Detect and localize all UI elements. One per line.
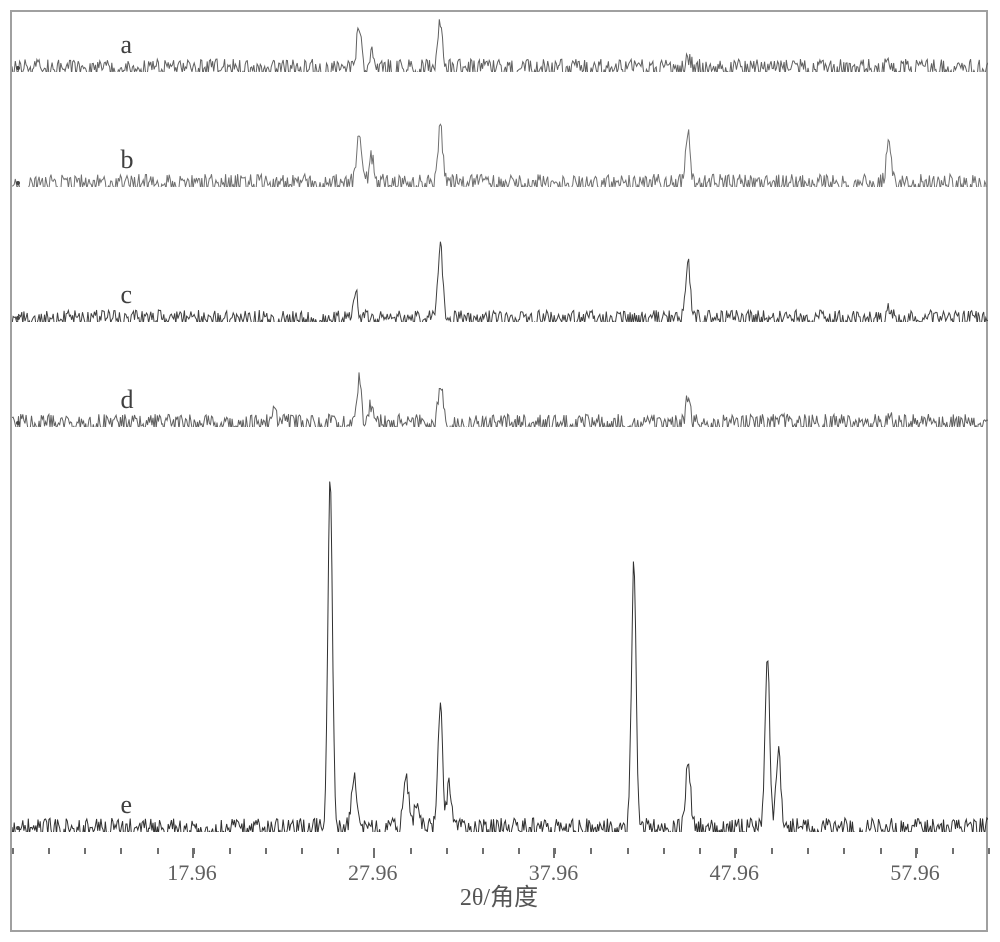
x-tick-major — [373, 848, 375, 858]
trace-baseline-dot — [16, 66, 20, 70]
x-axis: 17.9627.9637.9647.9657.96 — [12, 848, 988, 850]
trace-c — [12, 222, 988, 322]
x-tick-minor — [699, 848, 701, 854]
x-tick-minor — [157, 848, 159, 854]
x-tick-minor — [446, 848, 448, 854]
x-tick-label: 27.96 — [348, 860, 398, 886]
x-tick-minor — [301, 848, 303, 854]
trace-a — [12, 2, 988, 72]
x-tick-minor — [48, 848, 50, 854]
x-tick-major — [553, 848, 555, 858]
x-tick-major — [734, 848, 736, 858]
trace-label-a: a — [120, 30, 132, 60]
x-tick-minor — [265, 848, 267, 854]
trace-label-d: d — [120, 385, 133, 415]
x-tick-minor — [120, 848, 122, 854]
x-tick-major — [192, 848, 194, 858]
xrd-chart: a b c d e 17.9627.9637.9647.9657.96 2θ/角度 — [10, 10, 988, 932]
x-tick-minor — [843, 848, 845, 854]
x-tick-minor — [482, 848, 484, 854]
x-tick-label: 47.96 — [709, 860, 759, 886]
x-tick-minor — [12, 848, 14, 854]
x-tick-minor — [337, 848, 339, 854]
trace-baseline-dot — [16, 421, 20, 425]
x-tick-minor — [518, 848, 520, 854]
trace-label-e: e — [120, 790, 132, 820]
x-tick-minor — [410, 848, 412, 854]
trace-label-b: b — [120, 145, 133, 175]
x-tick-label: 17.96 — [167, 860, 217, 886]
x-tick-minor — [663, 848, 665, 854]
x-tick-minor — [771, 848, 773, 854]
x-tick-major — [915, 848, 917, 858]
trace-label-c: c — [120, 280, 132, 310]
plot-area: a b c d e — [12, 12, 988, 852]
trace-d — [12, 347, 988, 427]
x-tick-minor — [952, 848, 954, 854]
trace-b — [12, 97, 988, 187]
trace-baseline-dot — [16, 316, 20, 320]
x-tick-minor — [880, 848, 882, 854]
x-tick-minor — [590, 848, 592, 854]
trace-e — [12, 462, 988, 832]
x-tick-minor — [627, 848, 629, 854]
trace-baseline-dot — [16, 826, 20, 830]
trace-baseline-dot — [16, 181, 20, 185]
x-tick-minor — [229, 848, 231, 854]
x-tick-minor — [988, 848, 990, 854]
x-tick-minor — [84, 848, 86, 854]
x-tick-minor — [807, 848, 809, 854]
x-tick-label: 57.96 — [890, 860, 940, 886]
x-axis-title: 2θ/角度 — [460, 877, 538, 912]
